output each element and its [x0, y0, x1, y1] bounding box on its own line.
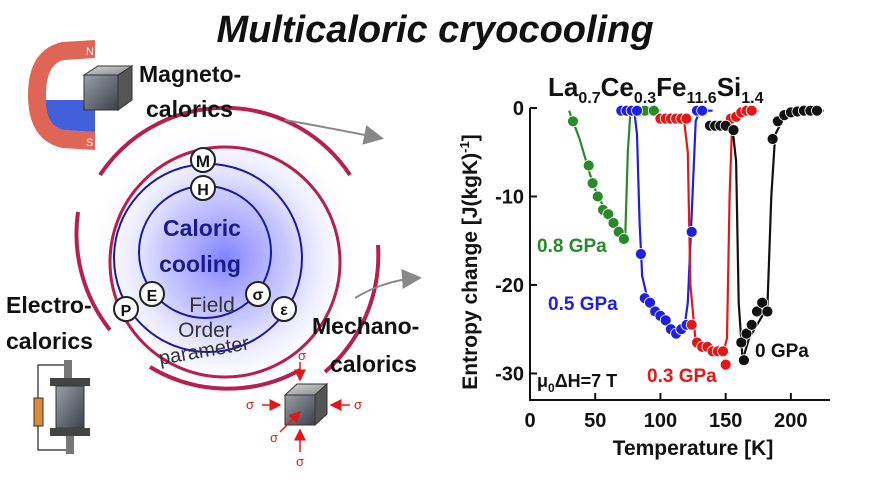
data-point-series-3 [740, 327, 753, 340]
badge-sigma: σ [245, 281, 271, 307]
y-tick-label: -30 [495, 363, 524, 385]
outer-ring-right-arc [323, 244, 381, 374]
data-point-series-0 [602, 208, 615, 221]
y-axis-label: Entropy change [J(kgK)-1] [457, 134, 482, 389]
x-axis-label: Temperature [K] [613, 437, 774, 460]
y-tick-label: -10 [495, 186, 524, 208]
series-label-0.5gpa: 0.5 GPa [548, 294, 618, 315]
x-tick-label: 100 [644, 410, 677, 432]
y-tick-label: 0 [513, 98, 524, 120]
caloric-diagram: Caloric cooling Field Order parameter M … [6, 40, 422, 469]
data-point-series-3 [766, 133, 779, 145]
svg-text:S: S [86, 137, 93, 149]
series-label-0gpa: 0 GPa [755, 341, 809, 362]
data-point-series-1 [644, 296, 656, 309]
badge-h: H [190, 175, 216, 201]
data-point-series-1 [685, 225, 698, 238]
chart-title: La0.7Ce0.3Fe11.6Si1.4 [548, 72, 764, 107]
entropy-chart: La0.7Ce0.3Fe11.6Si1.4 Entropy change [J(… [457, 72, 830, 460]
center-label-caloric: Caloric [163, 215, 241, 241]
data-point-series-3 [738, 354, 750, 367]
data-point-series-2 [685, 318, 698, 331]
svg-text:N: N [86, 46, 94, 58]
fit-curve-series-2 [657, 109, 759, 356]
svg-text:E: E [147, 288, 158, 305]
x-tick-label: 150 [709, 410, 742, 432]
electro-label-1: Electro- [6, 292, 92, 318]
stress-cube-illustration: σ σ σ σ σ [246, 348, 362, 469]
arrow-to-chart-bottom [354, 268, 422, 299]
middle-ring [108, 145, 342, 379]
electro-label-2: calorics [6, 328, 93, 354]
data-point-series-2 [717, 345, 729, 358]
badge-p: P [113, 296, 139, 322]
arrow-to-chart-top [284, 119, 384, 145]
badge-epsilon: ε [271, 296, 297, 322]
data-point-series-3 [756, 296, 769, 309]
x-tick-label: 0 [524, 410, 535, 432]
series-label-0.8gpa: 0.8 GPa [537, 236, 607, 257]
data-point-series-0 [567, 115, 579, 128]
fit-curve-series-3 [707, 109, 824, 362]
capacitor-illustration [33, 360, 90, 454]
svg-text:σ: σ [296, 454, 304, 469]
outer-ring-left-arc [74, 211, 112, 332]
data-point-series-3 [811, 104, 823, 117]
x-tick-label: 50 [584, 410, 606, 432]
data-point-series-1 [635, 248, 647, 260]
svg-text:ε: ε [280, 302, 288, 319]
mechano-label-2: calorics [330, 351, 417, 377]
fit-curve-series-1 [618, 109, 713, 333]
field-annotation: μ0ΔH=7 T [537, 371, 617, 395]
center-label-cooling: cooling [159, 251, 241, 277]
mechano-label-1: Mechano- [312, 313, 419, 339]
series-label-0.3gpa: 0.3 GPa [647, 366, 717, 387]
data-point-series-1 [659, 314, 672, 327]
data-point-series-0 [586, 177, 599, 190]
data-point-series-3 [735, 336, 748, 349]
data-point-series-0 [618, 233, 630, 245]
data-points [567, 104, 823, 371]
data-point-series-0 [582, 159, 595, 172]
svg-text:σ: σ [246, 397, 254, 412]
data-point-series-0 [591, 190, 604, 203]
outer-ring-bottom-arc [148, 365, 301, 391]
svg-text:H: H [197, 182, 209, 199]
x-tick-label: 200 [774, 410, 807, 432]
magneto-label-2: calorics [146, 96, 233, 122]
data-point-series-2 [745, 104, 758, 117]
data-point-series-2 [680, 112, 693, 125]
svg-text:σ: σ [298, 348, 306, 363]
data-point-series-0 [607, 217, 620, 229]
magnet-illustration: N S [28, 40, 134, 150]
data-point-series-1 [631, 104, 643, 117]
data-point-series-1 [696, 104, 709, 117]
outer-ring-top-arc [98, 106, 352, 177]
data-point-series-3 [727, 124, 740, 137]
badge-m: M [190, 147, 216, 173]
y-tick-label: -20 [495, 275, 524, 297]
order-label: Order [178, 319, 232, 342]
badge-e: E [139, 281, 165, 307]
svg-text:σ: σ [354, 397, 362, 412]
data-point-series-3 [761, 305, 774, 318]
svg-text:σ: σ [253, 287, 264, 304]
magneto-label-1: Magneto- [139, 61, 241, 87]
svg-text:σ: σ [270, 430, 278, 445]
data-point-series-3 [745, 318, 758, 331]
data-point-series-0 [648, 104, 660, 117]
axis-ticks: 0 50 100 150 200 0 -10 -20 -30 [495, 98, 807, 432]
field-label: Field [189, 294, 235, 317]
data-point-series-2 [719, 358, 732, 371]
caloric-glow [85, 118, 365, 398]
svg-text:M: M [196, 152, 210, 171]
svg-text:P: P [121, 303, 132, 320]
figure-title: Multicaloric cryocooling [216, 9, 653, 51]
